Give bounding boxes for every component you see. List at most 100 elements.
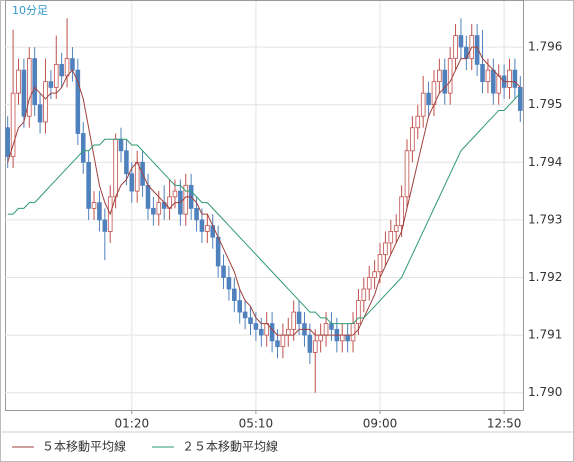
candle-body	[458, 35, 464, 48]
candle	[393, 214, 399, 243]
candle-body	[183, 184, 189, 215]
candle-body	[259, 328, 264, 336]
candle-body	[453, 35, 458, 60]
candle	[205, 214, 210, 243]
candle	[242, 300, 248, 330]
legend-label: ２５本移動平均線	[182, 439, 278, 454]
candle-body	[253, 323, 259, 330]
candle-body	[318, 334, 323, 342]
y-tick-label: 1.792	[528, 270, 562, 284]
plot-area	[5, 0, 524, 411]
candle-body	[496, 75, 502, 94]
candle	[53, 35, 59, 99]
candle-body	[323, 323, 329, 336]
candle-body	[124, 150, 129, 175]
candle-body	[377, 254, 383, 273]
candle-body	[426, 92, 431, 106]
candle	[415, 104, 421, 140]
candle-body	[339, 334, 345, 342]
candle-body	[75, 69, 81, 134]
candle-body	[91, 202, 97, 209]
candle-body	[10, 92, 16, 157]
y-tick-label: 1.794	[528, 155, 562, 169]
candle-body	[480, 63, 485, 83]
candle-body	[221, 265, 226, 278]
candle	[259, 317, 264, 347]
candle-body	[512, 69, 518, 88]
y-tick-label: 1.796	[528, 40, 562, 54]
y-tick-label: 1.793	[528, 212, 562, 226]
candle-body	[70, 58, 75, 71]
candle	[291, 300, 296, 341]
candle-body	[388, 231, 394, 244]
candle	[232, 277, 237, 313]
candle-body	[356, 300, 361, 324]
candle-body	[26, 58, 32, 117]
y-tick-label: 1.795	[528, 97, 562, 111]
moving-average-line	[7, 92, 521, 325]
candle-body	[53, 63, 59, 88]
candle	[356, 289, 361, 336]
candle	[151, 196, 156, 226]
candle-body	[48, 81, 54, 88]
candle	[437, 58, 442, 94]
candle	[248, 306, 253, 336]
y-tick-label: 1.791	[528, 328, 562, 342]
candle-body	[134, 161, 140, 192]
candle-body	[226, 277, 232, 290]
candle-body	[199, 219, 205, 232]
x-tick-label: 09:00	[363, 417, 398, 431]
candle	[86, 150, 91, 220]
moving-average-line	[7, 46, 521, 336]
candle	[366, 265, 372, 301]
candle	[124, 139, 129, 186]
candle	[26, 47, 32, 128]
candle-body	[269, 323, 275, 342]
candle	[102, 208, 108, 261]
candle	[399, 185, 404, 238]
candle-body	[442, 69, 448, 94]
candle-body	[275, 340, 280, 348]
candle	[59, 52, 64, 88]
candle	[237, 289, 243, 324]
candle-body	[307, 334, 313, 353]
candle-body	[59, 63, 64, 77]
candle-body	[97, 202, 102, 221]
candle	[404, 139, 410, 209]
y-tick-label: 1.790	[528, 385, 562, 399]
legend-label: ５本移動平均線	[42, 439, 126, 454]
candle-body	[237, 300, 243, 313]
candle-body	[518, 87, 523, 111]
candle	[512, 58, 518, 99]
candle-body	[21, 69, 27, 117]
candle-body	[129, 173, 135, 192]
candle	[480, 29, 485, 94]
candle-body	[248, 317, 253, 324]
candle-body	[5, 127, 10, 157]
candle-body	[296, 311, 302, 324]
candle	[372, 260, 377, 290]
candle	[80, 121, 86, 174]
candle	[221, 254, 226, 290]
candle	[97, 191, 102, 232]
candle	[5, 116, 10, 169]
candle	[43, 58, 48, 134]
candle	[275, 329, 280, 359]
candle-body	[16, 69, 21, 94]
candle	[410, 116, 415, 163]
candle-body	[383, 242, 388, 255]
candle	[518, 75, 523, 122]
candle-body	[415, 115, 421, 129]
x-tick-label: 12:50	[487, 417, 522, 431]
candle	[312, 329, 318, 393]
candle-body	[172, 190, 178, 198]
candle-body	[437, 69, 442, 83]
candle	[269, 312, 275, 353]
candle-body	[194, 207, 199, 221]
candle-body	[205, 225, 210, 232]
candle	[16, 58, 21, 105]
x-tick-label: 01:20	[115, 417, 150, 431]
x-tick-label: 05:10	[239, 417, 274, 431]
candle	[458, 18, 464, 59]
